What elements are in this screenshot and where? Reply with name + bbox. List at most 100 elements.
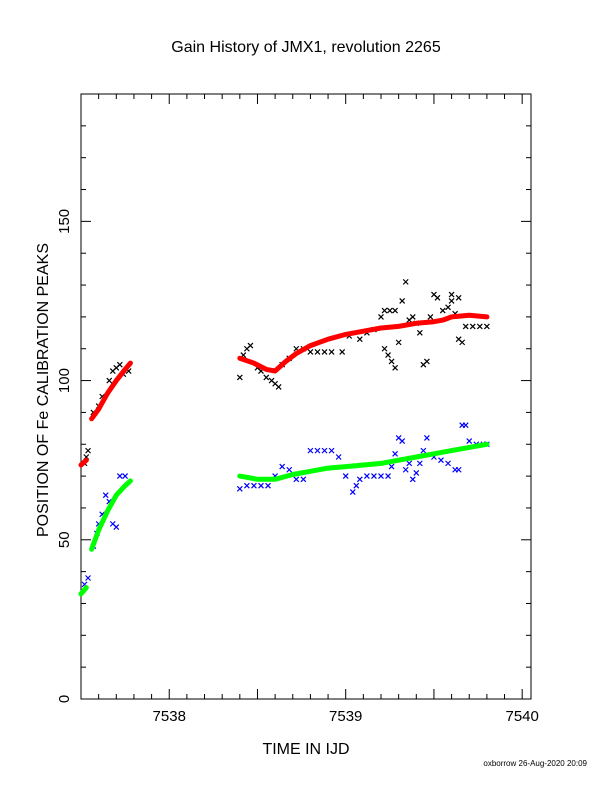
data-point [356, 336, 363, 343]
data-point [462, 422, 469, 429]
data-point [275, 384, 282, 390]
data-point [378, 473, 384, 480]
data-point [381, 307, 388, 314]
data-point [328, 447, 335, 454]
data-point [265, 482, 271, 489]
data-point [85, 447, 91, 454]
data-point [321, 348, 328, 355]
data-point [293, 476, 300, 483]
data-point [385, 352, 391, 359]
x-tick-label: 7539 [329, 708, 362, 725]
data-point [339, 348, 346, 355]
data-point [423, 358, 430, 365]
data-point [307, 447, 314, 454]
data-point [427, 313, 434, 320]
x-axis-label: TIME IN IJD [262, 741, 349, 758]
data-point [342, 473, 349, 480]
fit-curve [78, 457, 89, 468]
x-tick-label: 7540 [505, 708, 538, 725]
data-point [462, 323, 469, 330]
data-point [314, 447, 321, 454]
data-point [392, 307, 399, 314]
chart-title: Gain History of JMX1, revolution 2265 [171, 39, 441, 56]
data-point [307, 348, 314, 355]
x-tick-label: 7538 [153, 708, 186, 725]
data-point [409, 476, 416, 483]
data-point [349, 489, 356, 495]
data-point [251, 482, 257, 489]
data-point [236, 374, 243, 381]
y-axis-label: POSITION OF Fe CALIBRATION PEAKS [35, 243, 52, 537]
data-point [300, 476, 307, 483]
data-point [353, 482, 360, 489]
data-point [448, 298, 455, 304]
data-point [402, 278, 409, 285]
plot-area: 7538 7539 7540 0 50 100 150 [56, 93, 539, 725]
fit-curve [89, 478, 133, 552]
data-point [263, 374, 270, 381]
data-point [413, 469, 420, 476]
data-point [321, 447, 328, 454]
data-point [279, 463, 286, 470]
fit-curve [237, 312, 490, 374]
data-point [445, 460, 451, 467]
data-point [455, 466, 462, 473]
data-point [314, 348, 321, 355]
data-point [416, 329, 423, 336]
data-point [416, 460, 423, 467]
data-point [402, 466, 409, 473]
fit-curve [78, 585, 89, 597]
y-tick-label: 50 [56, 531, 73, 548]
data-point [363, 473, 370, 480]
data-point [406, 460, 413, 467]
data-point [335, 454, 342, 460]
data-point [247, 342, 254, 349]
data-point [445, 304, 451, 311]
data-point [236, 485, 243, 492]
data-point [466, 438, 473, 445]
data-point [409, 313, 416, 320]
data-point [106, 377, 113, 384]
data-point [448, 291, 455, 298]
data-point [392, 364, 399, 371]
data-point [381, 345, 388, 352]
data-point [438, 457, 444, 464]
y-tick-label: 0 [56, 695, 73, 703]
data-point [113, 524, 120, 530]
fit-curve [89, 360, 133, 422]
credit-note: oxborrow 26-Aug-2020 20:09 [483, 759, 587, 768]
data-point [356, 476, 363, 483]
y-tick-label: 150 [56, 209, 73, 234]
data-point [469, 323, 476, 330]
data-point [122, 473, 129, 480]
data-point [476, 323, 483, 330]
data-point [116, 473, 123, 480]
data-point [378, 313, 384, 320]
y-tick-label: 100 [56, 368, 73, 393]
data-point [286, 466, 293, 473]
data-point [328, 348, 335, 355]
data-point [388, 358, 395, 365]
fit-curve [237, 441, 490, 482]
data-point [423, 434, 430, 441]
plot-frame [80, 93, 532, 700]
data-point [455, 294, 462, 301]
data-point [392, 450, 399, 457]
data-point [399, 438, 406, 445]
data-point [399, 298, 406, 304]
data-point [386, 307, 393, 314]
data-point [395, 339, 402, 346]
data-point [371, 473, 377, 480]
data-point [85, 575, 91, 581]
data-point [439, 307, 446, 314]
data-point [116, 361, 123, 368]
data-point [459, 339, 466, 346]
data-point [420, 447, 427, 454]
data-point [258, 482, 264, 489]
data-point [102, 492, 109, 499]
data-point [434, 294, 441, 301]
data-point [388, 463, 395, 470]
data-point [243, 482, 250, 489]
data-point [483, 323, 490, 330]
